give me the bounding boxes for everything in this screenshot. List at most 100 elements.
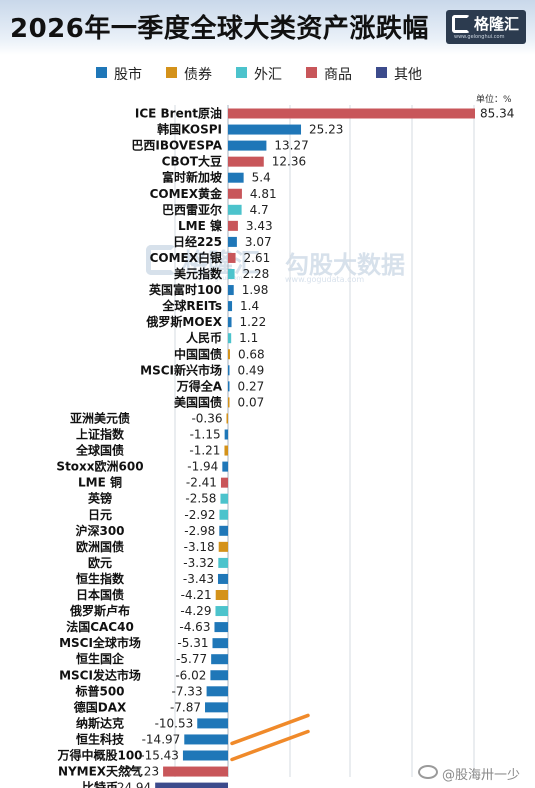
bar xyxy=(155,782,228,788)
category-label: CBOT大豆 xyxy=(162,154,222,169)
value-label: -4.63 xyxy=(179,620,210,634)
value-label: -2.41 xyxy=(186,476,217,490)
bar xyxy=(163,766,228,777)
bar xyxy=(228,188,242,199)
legend-label-stock: 股市 xyxy=(114,67,142,83)
bar xyxy=(228,204,242,215)
bar xyxy=(218,541,228,552)
category-label: COMEX黄金 xyxy=(150,186,223,201)
value-label: -10.53 xyxy=(155,716,194,730)
watermark-text-left: 格隆汇 xyxy=(182,249,261,279)
unit-label: 单位：% xyxy=(476,95,512,105)
value-label: -6.02 xyxy=(175,668,206,682)
value-label: -5.31 xyxy=(177,636,208,650)
category-label: 全球国债 xyxy=(75,443,124,458)
bar xyxy=(219,525,228,536)
value-label: 85.34 xyxy=(480,107,514,121)
category-label: 全球REITs xyxy=(161,298,222,313)
category-label: 恒生科技 xyxy=(76,731,125,746)
value-label: -7.87 xyxy=(170,700,201,714)
category-label: 沪深300 xyxy=(75,523,124,538)
bar xyxy=(226,413,228,424)
value-label: 0.27 xyxy=(238,379,265,393)
value-label: 13.27 xyxy=(274,139,308,153)
value-label: 2.61 xyxy=(244,251,271,265)
logo-subtext: www.gelonghui.com xyxy=(454,34,505,40)
bar xyxy=(222,461,228,472)
category-label: 万得全A xyxy=(176,378,223,393)
legend-swatch-fx xyxy=(236,67,247,78)
legend-label-commodity: 商品 xyxy=(324,67,352,83)
value-label: -4.29 xyxy=(180,604,211,618)
value-label: -7.33 xyxy=(172,684,203,698)
watermark-text-right: 勾股大数据 xyxy=(285,251,405,279)
logo-text: 格隆汇 xyxy=(474,15,520,33)
weibo-handle: @股海卅一少 xyxy=(442,768,521,783)
legend-swatch-commodity xyxy=(306,67,317,78)
value-label: 3.43 xyxy=(246,219,273,233)
bar xyxy=(228,381,230,392)
bar xyxy=(220,477,228,488)
category-label: LME 铜 xyxy=(78,475,122,490)
legend-swatch-other xyxy=(376,67,387,78)
bar xyxy=(228,269,235,279)
value-label: -1.94 xyxy=(187,460,218,474)
value-label: 1.1 xyxy=(239,331,258,345)
category-label: 韩国KOSPI xyxy=(157,122,222,137)
category-label: 日本国债 xyxy=(76,587,124,602)
category-label: 上证指数 xyxy=(76,427,125,442)
value-label: 1.22 xyxy=(240,315,267,329)
category-label: 富时新加坡 xyxy=(162,170,223,185)
bar xyxy=(217,573,228,584)
watermark-sub-right: www.gogudata.com xyxy=(285,275,365,284)
value-label: 1.4 xyxy=(240,299,259,313)
value-label: -2.58 xyxy=(185,492,216,506)
bar xyxy=(228,252,236,263)
value-label: 2.28 xyxy=(243,267,270,281)
bar xyxy=(228,333,232,344)
value-label: -14.97 xyxy=(142,732,181,746)
category-label: Stoxx欧洲600 xyxy=(56,459,143,474)
bar xyxy=(228,156,264,167)
category-label: 标普500 xyxy=(74,683,124,698)
bar xyxy=(206,686,228,697)
bar xyxy=(214,622,228,633)
value-label: 1.98 xyxy=(242,283,269,297)
header-bar xyxy=(0,0,535,55)
category-label: 俄罗斯MOEX xyxy=(145,314,222,329)
category-label: NYMEX天然气 xyxy=(58,764,142,779)
category-label: 日经225 xyxy=(173,234,222,249)
legend-swatch-bond xyxy=(166,67,177,78)
value-label: -2.98 xyxy=(184,524,215,538)
bar xyxy=(228,140,267,151)
legend-swatch-stock xyxy=(96,67,107,78)
bar xyxy=(228,124,302,135)
value-label: 4.81 xyxy=(250,187,277,201)
category-label: MSCI发达市场 xyxy=(59,667,141,682)
bar xyxy=(228,317,232,328)
value-label: 3.07 xyxy=(245,235,272,249)
category-label: 巴西雷亚尔 xyxy=(162,202,222,217)
value-label: -0.36 xyxy=(191,411,222,425)
bar xyxy=(228,108,475,119)
category-label: MSCI新兴市场 xyxy=(140,362,222,377)
value-label: -1.21 xyxy=(189,444,220,458)
brand-logo: 格隆汇 www.gelonghui.com xyxy=(446,10,526,44)
category-label: 恒生国企 xyxy=(76,651,125,666)
value-label: -15.43 xyxy=(140,749,179,763)
watermark: 格隆汇 www.gelonghui.com 勾股大数据 www.gogudata… xyxy=(130,235,430,295)
highlight-stroke xyxy=(230,713,310,746)
bar xyxy=(228,220,238,231)
legend-label-bond: 债券 xyxy=(184,67,212,83)
category-label: 人民币 xyxy=(186,330,222,345)
value-label: -5.77 xyxy=(176,652,207,666)
bar xyxy=(215,606,228,617)
bar xyxy=(205,702,228,713)
category-label: 中国国债 xyxy=(174,346,222,361)
category-label: LME 镍 xyxy=(178,218,222,233)
category-label: 俄罗斯卢布 xyxy=(69,603,130,618)
value-label: -22.23 xyxy=(120,765,159,779)
bar xyxy=(215,590,228,600)
value-label: 12.36 xyxy=(272,155,306,169)
